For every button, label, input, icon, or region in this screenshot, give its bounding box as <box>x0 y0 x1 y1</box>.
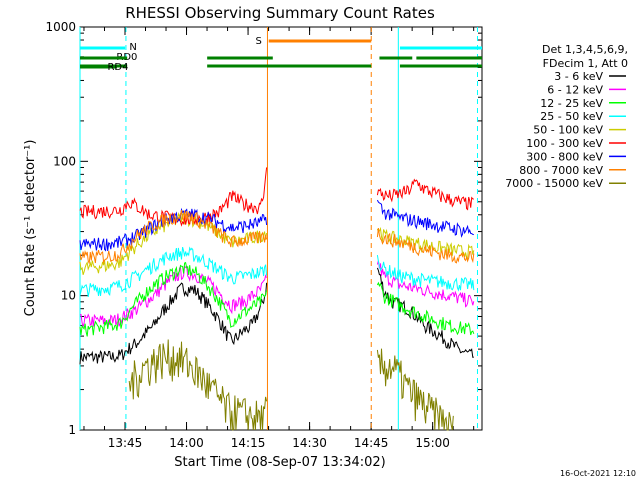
series-line-0 <box>79 267 474 365</box>
y-axis-label: Count Rate (s⁻¹ detector⁻¹) <box>23 140 38 317</box>
series-line-3 <box>79 246 475 297</box>
legend-label-1: 6 - 12 keV <box>547 83 603 96</box>
y-tick-label: 10 <box>61 289 76 303</box>
series-line-7 <box>79 209 475 265</box>
chart-title: RHESSI Observing Summary Count Rates <box>125 4 435 22</box>
legend-label-8: 7000 - 15000 keV <box>505 177 603 190</box>
series-line-6 <box>79 199 474 252</box>
x-tick-label: 14:30 <box>292 436 327 450</box>
x-tick-label: 15:00 <box>415 436 450 450</box>
x-tick-label: 13:45 <box>108 436 143 450</box>
y-tick-label: 100 <box>53 154 76 168</box>
legend-label-4: 50 - 100 keV <box>533 124 603 137</box>
legend-label-3: 25 - 50 keV <box>540 110 603 123</box>
series-line-2 <box>79 261 475 337</box>
x-tick-label: 14:45 <box>354 436 389 450</box>
legend-label-6: 300 - 800 keV <box>526 150 603 163</box>
legend-label-2: 12 - 25 keV <box>540 97 603 110</box>
series-line-1 <box>79 260 475 328</box>
state-label-N: N <box>129 42 136 53</box>
legend-label-5: 100 - 300 keV <box>526 137 603 150</box>
timestamp: 16-Oct-2021 12:10 <box>560 469 636 478</box>
state-label-S: S <box>256 36 262 47</box>
legend-label-0: 3 - 6 keV <box>554 70 603 83</box>
state-label-RD4: RD4 <box>107 62 128 73</box>
x-tick-label: 14:15 <box>231 436 266 450</box>
legend-header-line1: Det 1,3,4,5,6,9, <box>542 43 628 56</box>
legend-header-line2: FDecim 1, Att 0 <box>543 57 628 70</box>
legend-label-7: 800 - 7000 keV <box>519 164 603 177</box>
x-tick-label: 14:00 <box>169 436 204 450</box>
y-tick-label: 1000 <box>45 20 76 34</box>
x-axis-label: Start Time (08-Sep-07 13:34:02) <box>174 455 385 470</box>
y-tick-label: 1 <box>68 423 76 437</box>
series-line-8 <box>128 339 454 431</box>
plot-area: 13:45 14:00 14:15 14:30 14:45 15:00 1 10 100 1000… <box>45 20 483 450</box>
legend: Det 1,3,4,5,6,9, FDecim 1, Att 0 3 - 6 k… <box>505 43 628 190</box>
